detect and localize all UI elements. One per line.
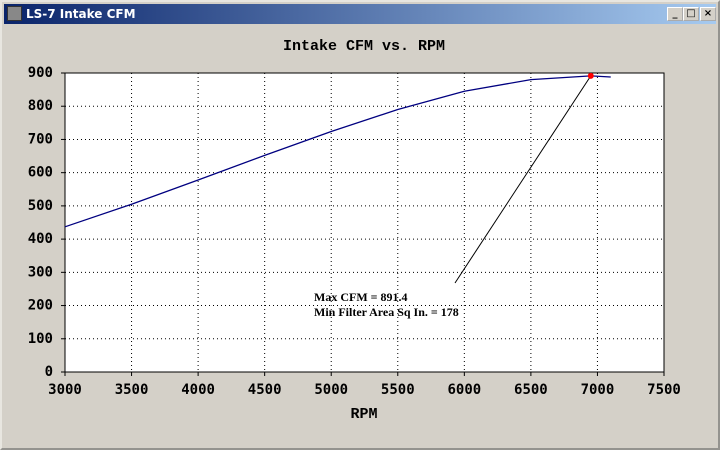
close-button[interactable]: × [700,7,716,21]
x-tick-label: 6500 [514,382,548,398]
minimize-button[interactable]: _ [667,7,683,21]
annotation-leader [454,75,592,284]
annotation: Min Filter Area Sq In. = 178 [314,305,459,319]
y-tick-label: 200 [28,298,53,314]
y-tick-label: 900 [28,65,53,81]
app-icon [7,6,22,21]
x-tick-label: 7000 [581,382,615,398]
y-tick-label: 300 [28,264,53,280]
max-point [587,72,594,79]
x-axis-label: RPM [350,406,377,423]
y-tick-label: 0 [45,364,53,380]
x-tick-label: 5000 [314,382,348,398]
x-tick-label: 4500 [248,382,282,398]
annotation: Max CFM = 891.4 [314,290,408,304]
maximize-button[interactable]: □ [683,7,699,21]
x-tick-label: 7500 [647,382,681,398]
x-tick-label: 3500 [115,382,149,398]
plot-frame [64,72,665,373]
plot-area [65,73,664,372]
y-tick-label: 100 [28,331,53,347]
x-tick-label: 5500 [381,382,415,398]
y-tick-label: 600 [28,165,53,181]
window-title: LS-7 Intake CFM [26,7,136,21]
data-line [64,75,611,228]
y-tick-label: 500 [28,198,53,214]
title-bar: LS-7 Intake CFM _ □ × [4,4,716,24]
y-tick-label: 800 [28,98,53,114]
x-tick-label: 3000 [48,382,82,398]
y-tick-label: 400 [28,231,53,247]
y-tick-label: 700 [28,131,53,147]
x-tick-label: 4000 [181,382,215,398]
chart-title: Intake CFM vs. RPM [283,38,445,55]
x-tick-label: 6000 [447,382,481,398]
